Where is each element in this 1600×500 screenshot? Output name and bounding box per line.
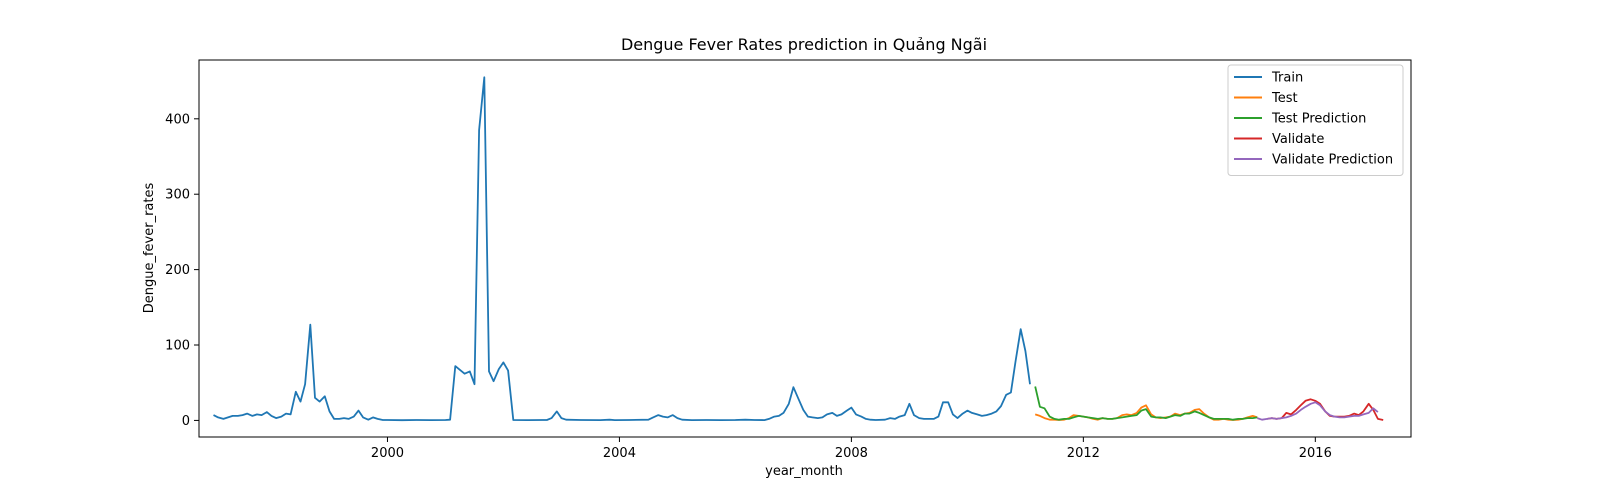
legend-label: Train — [1271, 71, 1303, 86]
legend-label: Test — [1271, 91, 1298, 106]
x-tick-label: 2008 — [835, 446, 868, 461]
y-axis: 0 100 200 300 400 — [165, 112, 199, 429]
series-line-test-prediction — [1034, 386, 1258, 421]
series-line-train — [213, 76, 1031, 422]
plot-area — [213, 76, 1384, 422]
legend-box — [1227, 64, 1404, 176]
chart-title: Dengue Fever Rates prediction in Quảng N… — [621, 35, 987, 54]
x-tick-label: 2000 — [371, 446, 404, 461]
y-tick-label: 200 — [165, 263, 190, 278]
y-tick-label: 400 — [165, 112, 190, 127]
legend-label: Validate — [1272, 132, 1324, 147]
x-tick-label: 2016 — [1299, 446, 1332, 461]
y-tick-label: 100 — [165, 339, 190, 354]
y-tick-label: 300 — [165, 188, 190, 203]
legend: Train Test Test Prediction Validate Validate… — [1227, 64, 1404, 176]
x-axis-label: year_month — [765, 464, 843, 479]
series-line-validate-prediction — [1257, 401, 1379, 421]
y-axis-label: Dengue_fever_rates — [142, 183, 157, 314]
x-tick-label: 2012 — [1067, 446, 1100, 461]
axes-frame — [198, 59, 1412, 438]
x-axis: 2000 2004 2008 2012 2016 — [371, 437, 1332, 461]
series-line-test — [1034, 404, 1258, 421]
y-tick-label: 0 — [182, 414, 190, 429]
legend-label: Test Prediction — [1271, 112, 1366, 127]
x-tick-label: 2004 — [603, 446, 636, 461]
legend-label: Validate Prediction — [1272, 153, 1393, 168]
